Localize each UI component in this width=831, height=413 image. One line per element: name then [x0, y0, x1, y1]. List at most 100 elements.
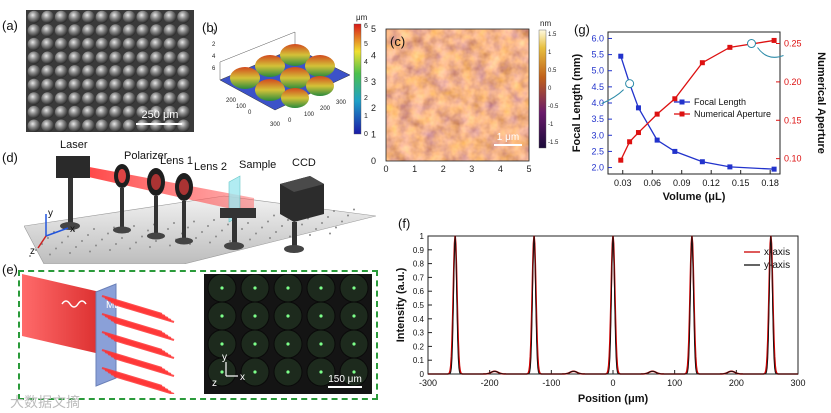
panel-b-tick: 300	[336, 100, 347, 106]
microlens	[150, 105, 163, 119]
table-hole	[133, 225, 135, 227]
microlens	[68, 105, 82, 119]
panel-b-tick: 100	[236, 104, 247, 110]
watermark-text: 大数据文摘	[10, 395, 80, 411]
chart-f-ylabel: Intensity (a.u.)	[395, 267, 407, 342]
table-hole	[173, 222, 175, 224]
table-hole	[87, 234, 89, 236]
panel-b-colorbar-tick: 5	[364, 41, 368, 48]
microlens	[82, 105, 95, 119]
panel-d-axes	[37, 214, 69, 249]
microlens	[163, 10, 177, 24]
table-hole	[29, 255, 31, 257]
microlens	[82, 51, 95, 65]
focal-spot	[286, 342, 290, 346]
chart-f-y-tick: 0.5	[413, 301, 425, 310]
microlens	[136, 65, 150, 78]
panel-c-x-tick: 5	[526, 164, 531, 174]
table-hole	[221, 229, 223, 232]
chart-g-x-tick: 0.06	[643, 178, 661, 188]
table-hole	[289, 235, 291, 238]
panel-a-scalebar-label: 250 μm	[142, 109, 179, 121]
mla-output-beam	[113, 356, 175, 378]
microlens	[136, 37, 150, 51]
microlens	[41, 92, 54, 105]
focal-spot	[253, 286, 257, 290]
microlens	[68, 24, 82, 37]
chart-f-y-tick: 0.3	[413, 329, 425, 338]
chart-g-y2-tick: 0.10	[784, 154, 802, 164]
microlens	[109, 37, 122, 51]
chart-g-xlabel: Volume (μL)	[663, 191, 726, 203]
panel-c-heatmap	[386, 29, 529, 161]
table-hole	[95, 244, 97, 247]
microlens	[68, 119, 82, 132]
chart-f-x-tick: 300	[790, 378, 805, 388]
microlens	[68, 51, 82, 65]
chart-f-x-tick: -300	[419, 378, 437, 388]
panel-b-label: (b)	[202, 20, 218, 35]
microlens	[163, 24, 177, 37]
panel-f-label: (f)	[398, 216, 411, 231]
focal-spot	[286, 314, 290, 318]
chart-g-y-tick: 3.5	[591, 114, 604, 124]
microlens	[54, 65, 68, 78]
table-hole	[327, 216, 329, 218]
table-hole	[35, 249, 37, 251]
table-hole	[269, 237, 271, 239]
microlens	[163, 92, 177, 105]
microlens	[136, 105, 150, 119]
table-hole	[347, 214, 349, 217]
chart-g-point	[699, 159, 705, 165]
chart-g-legend-entry: Numerical Aperture	[694, 109, 771, 119]
chart-f-y-tick: 0.6	[413, 287, 425, 296]
microlens	[122, 78, 136, 92]
chart-g-point	[654, 111, 660, 117]
microlens	[163, 65, 177, 78]
chart-g-y-tick: 5.0	[591, 66, 604, 76]
chart-g-point	[618, 157, 624, 163]
microlens	[122, 10, 136, 24]
chart-f-y-tick: 0.1	[413, 356, 425, 365]
chart-g-x-tick: 0.12	[702, 178, 720, 188]
chart-g-point	[672, 148, 678, 154]
table-hole	[249, 238, 251, 241]
chart-f-frame	[427, 235, 799, 375]
chart-g-hollow-marker	[746, 39, 756, 49]
panel-g-label: (g)	[574, 22, 590, 37]
lens-1	[147, 168, 165, 240]
microlens	[54, 92, 68, 105]
microlens	[122, 105, 136, 119]
table-hole	[113, 226, 115, 229]
microlens	[136, 51, 150, 65]
microlens	[163, 37, 177, 51]
table-hole	[229, 240, 231, 242]
table-hole	[275, 231, 277, 233]
focal-spot	[352, 314, 356, 318]
microlens	[150, 37, 163, 51]
microlens	[150, 10, 163, 24]
microlens	[95, 92, 109, 105]
mla-output-beam	[113, 320, 175, 342]
microlens	[41, 119, 54, 132]
panel-d-setup: Laser Polarizer Lens 1 Lens 2 Sample CCD	[24, 139, 376, 264]
chart-g-point	[635, 130, 641, 136]
microlens	[82, 119, 95, 132]
label-lens-1: Lens 1	[160, 155, 193, 167]
panel-b-tick: 0	[248, 110, 252, 116]
panel-c-x-tick: 0	[383, 164, 388, 174]
chart-f-y-tick: 0.2	[413, 342, 425, 351]
microlens	[150, 119, 163, 132]
table-hole	[273, 214, 275, 217]
chart-f-x-tick: 0	[610, 378, 615, 388]
mla-output-beam	[113, 374, 175, 394]
panel-c-x-tick: 4	[498, 164, 503, 174]
microlens	[150, 51, 163, 65]
microlens	[122, 92, 136, 105]
table-hole	[101, 238, 103, 241]
panel-c-x-tick: 1	[412, 164, 417, 174]
focal-spot	[253, 342, 257, 346]
microlens	[27, 10, 41, 24]
table-hole	[193, 220, 195, 223]
microlens	[177, 119, 190, 132]
